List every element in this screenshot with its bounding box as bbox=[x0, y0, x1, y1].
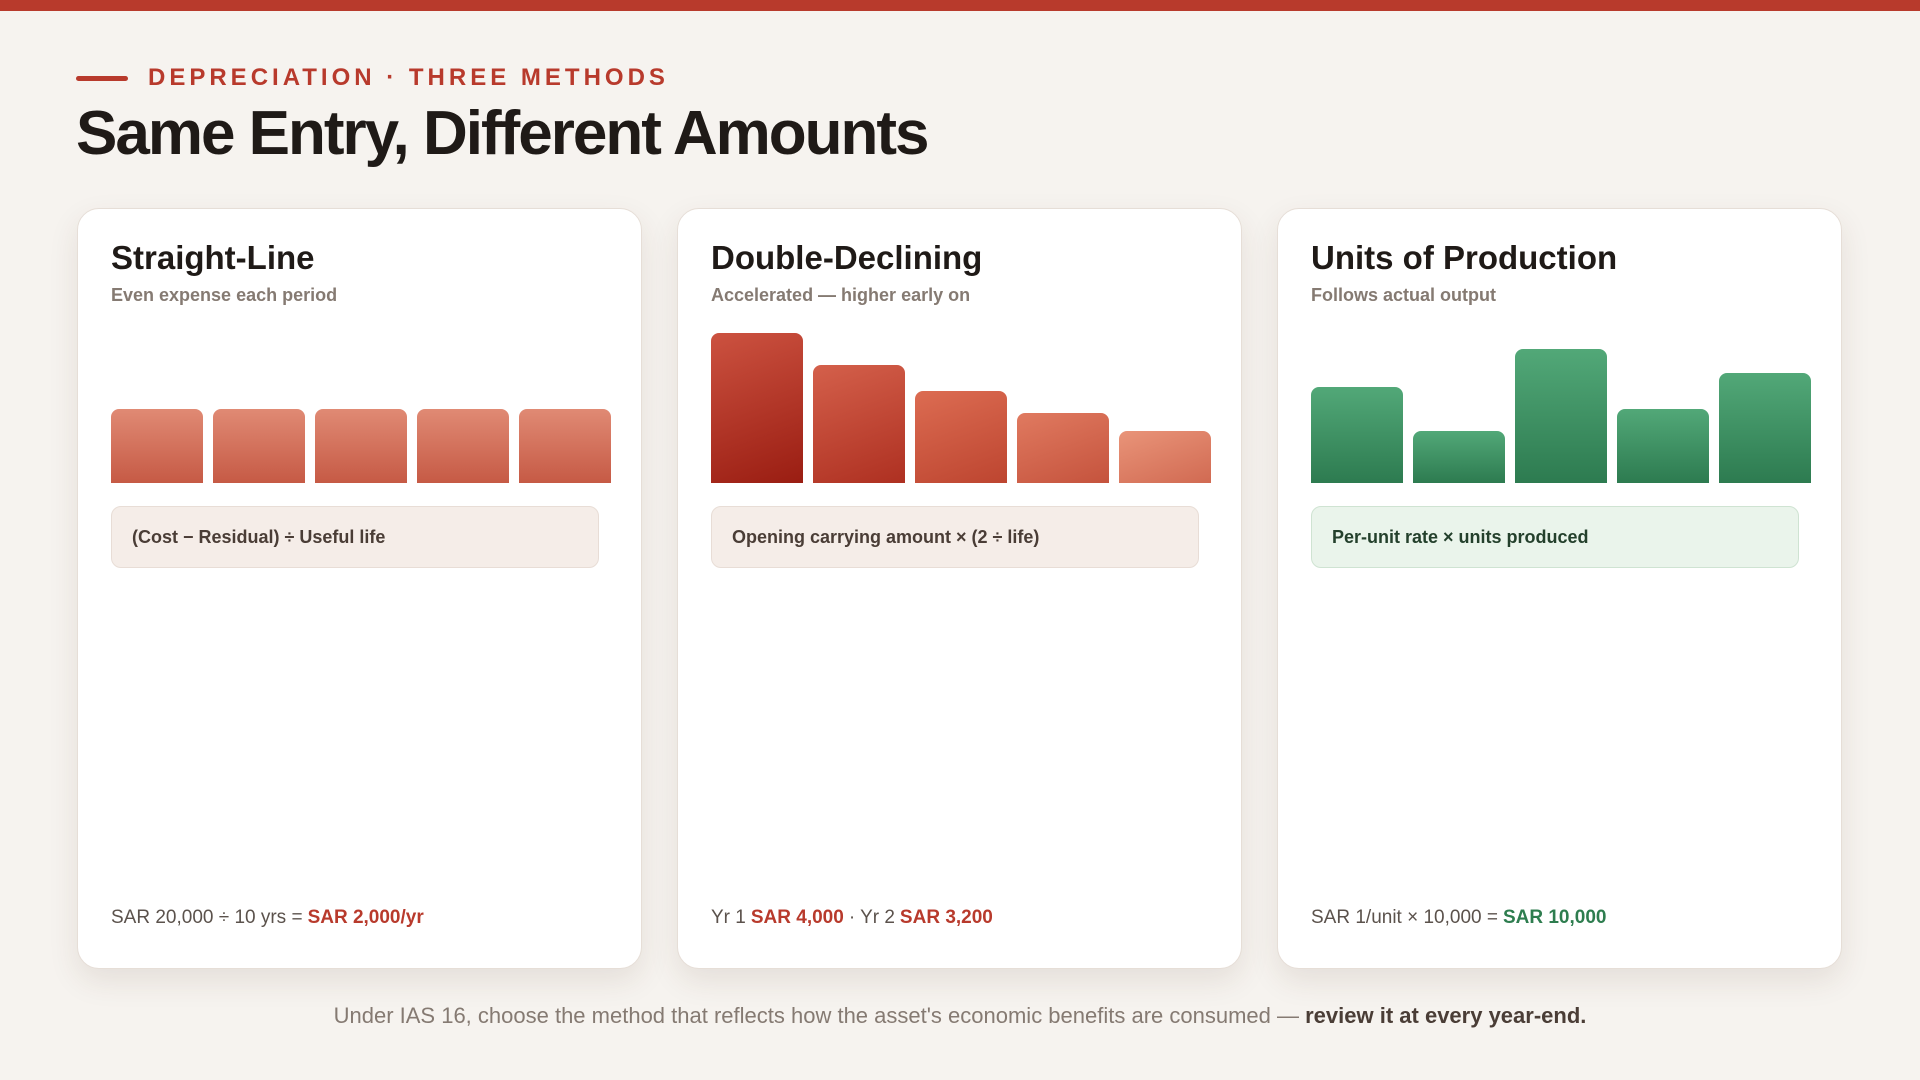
example-amount: SAR 2,000/yr bbox=[307, 907, 424, 928]
bar-illustration bbox=[1311, 329, 1811, 483]
bar bbox=[1311, 387, 1403, 483]
footnote-emphasis: review it at every year-end. bbox=[1305, 1003, 1587, 1028]
example-text: · Yr 2 bbox=[848, 907, 895, 928]
bar bbox=[213, 409, 305, 483]
example: SAR 20,000 ÷ 10 yrs = SAR 2,000/yr bbox=[111, 907, 429, 929]
bar bbox=[519, 409, 611, 483]
eyebrow: DEPRECIATION · THREE METHODS bbox=[148, 64, 669, 91]
bar bbox=[1413, 431, 1505, 483]
example: SAR 1/unit × 10,000 = SAR 10,000 bbox=[1311, 907, 1611, 929]
bar bbox=[813, 365, 905, 483]
card-subtitle: Accelerated — higher early on bbox=[711, 285, 971, 305]
card: Straight-Line Even expense each period (… bbox=[77, 208, 642, 969]
bar bbox=[915, 391, 1007, 483]
card-subtitle: Follows actual output bbox=[1311, 285, 1496, 305]
card: Double-Declining Accelerated — higher ea… bbox=[677, 208, 1242, 969]
bar bbox=[711, 333, 803, 483]
example-text: Yr 1 bbox=[711, 907, 746, 928]
bar bbox=[111, 409, 203, 483]
example-text: SAR 20,000 ÷ 10 yrs = bbox=[111, 907, 303, 928]
bar bbox=[1017, 413, 1109, 483]
bar-illustration bbox=[111, 329, 611, 483]
example-amount: SAR 3,200 bbox=[899, 907, 993, 928]
bar bbox=[1719, 373, 1811, 483]
example-amount: SAR 4,000 bbox=[750, 907, 844, 928]
footnote: Under IAS 16, choose the method that ref… bbox=[0, 1003, 1920, 1029]
bar bbox=[1515, 349, 1607, 483]
footnote-text: Under IAS 16, choose the method that ref… bbox=[333, 1003, 1299, 1028]
card-subtitle: Even expense each period bbox=[111, 285, 338, 305]
example: Yr 1 SAR 4,000 · Yr 2 SAR 3,200 bbox=[711, 907, 998, 929]
example-amount: SAR 10,000 bbox=[1502, 907, 1607, 928]
title: Same Entry, Different Amounts bbox=[76, 99, 929, 168]
eyebrow-line bbox=[76, 76, 128, 81]
card-title: Double-Declining bbox=[711, 239, 983, 276]
card-title: Straight-Line bbox=[111, 239, 315, 276]
formula: (Cost − Residual) ÷ Useful life bbox=[111, 506, 599, 568]
card: Units of Production Follows actual outpu… bbox=[1277, 208, 1842, 969]
bar-illustration bbox=[711, 329, 1211, 483]
bar bbox=[1119, 431, 1211, 483]
bar bbox=[1617, 409, 1709, 483]
bar bbox=[417, 409, 509, 483]
top-bar bbox=[0, 0, 1920, 11]
formula: Per-unit rate × units produced bbox=[1311, 506, 1799, 568]
example-text: SAR 1/unit × 10,000 = bbox=[1311, 907, 1498, 928]
bar bbox=[315, 409, 407, 483]
card-title: Units of Production bbox=[1311, 239, 1618, 276]
formula: Opening carrying amount × (2 ÷ life) bbox=[711, 506, 1199, 568]
